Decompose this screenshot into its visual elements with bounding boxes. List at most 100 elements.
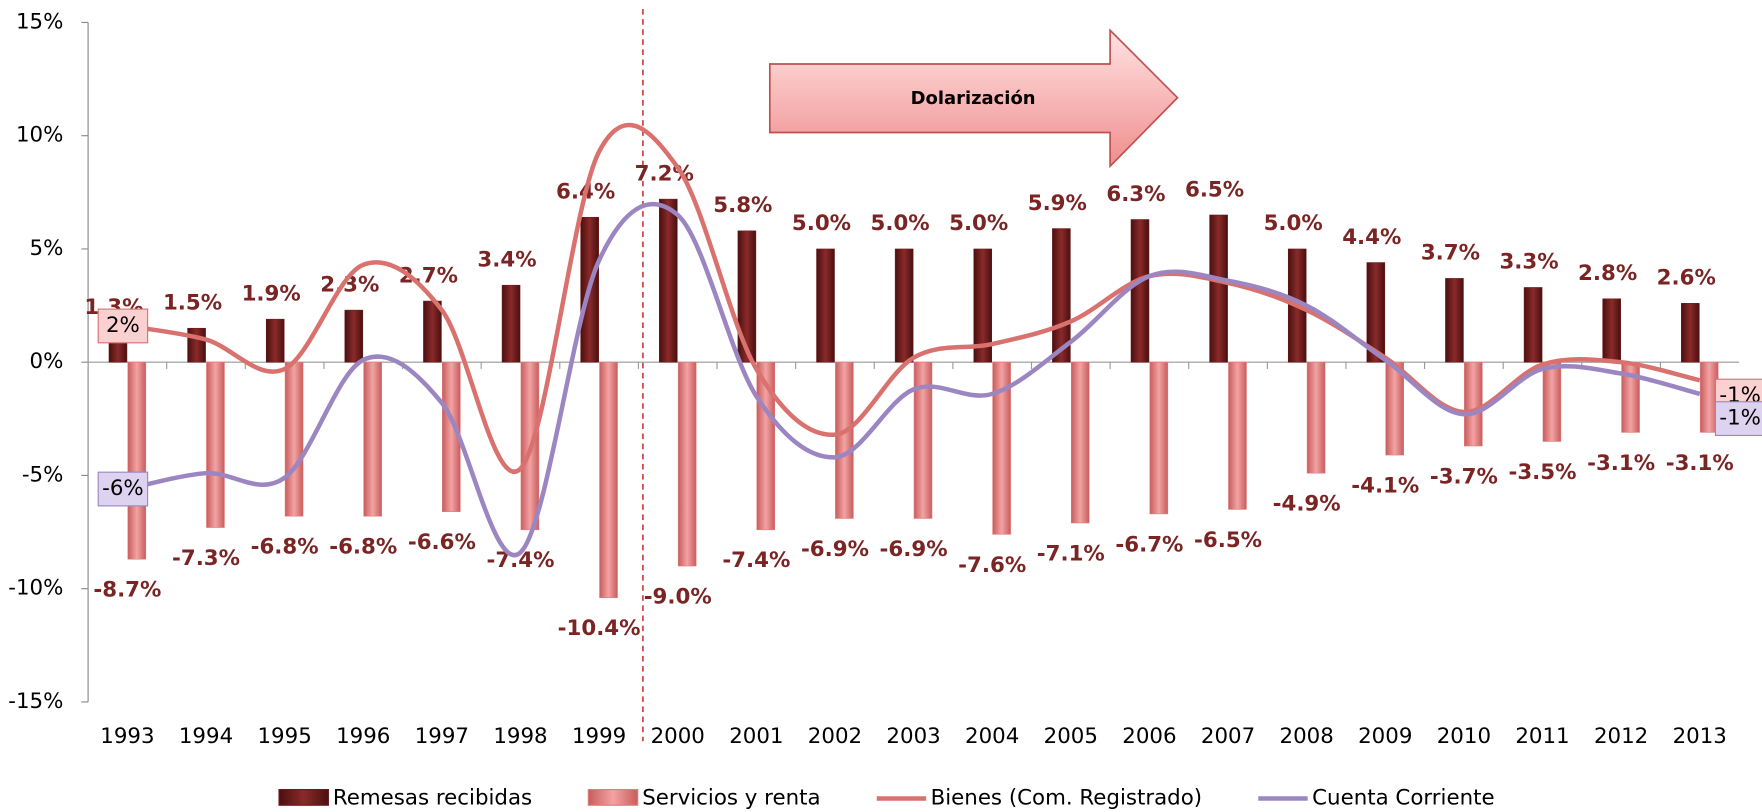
data-label: 6.3%: [1106, 182, 1165, 207]
data-label: 2%: [106, 313, 140, 338]
x-tick-label: 2002: [808, 724, 862, 749]
bar: [285, 362, 303, 516]
x-tick-label: 1995: [257, 724, 311, 749]
data-label: 6.5%: [1185, 177, 1244, 202]
data-label: 5.0%: [792, 211, 851, 236]
bar: [1464, 362, 1482, 446]
chart: Dolarización -15%-10%-5%0%5%10%15%199319…: [0, 0, 1762, 812]
data-label: 3.3%: [1499, 250, 1558, 275]
bar: [1681, 303, 1699, 362]
x-tick-label: 2005: [1044, 724, 1098, 749]
data-label: -6.9%: [880, 537, 948, 562]
data-label: -10.4%: [558, 616, 641, 641]
data-label: -6.9%: [801, 537, 869, 562]
x-tick-label: 2000: [651, 724, 705, 749]
data-label: 2.8%: [1578, 261, 1637, 286]
x-tick-label: 1997: [415, 724, 469, 749]
data-label: -3.1%: [1587, 451, 1655, 476]
x-tick-label: 2004: [965, 724, 1019, 749]
data-label: -7.3%: [172, 546, 240, 571]
data-label: 5.0%: [949, 211, 1008, 236]
legend-label: Cuenta Corriente: [1312, 786, 1494, 811]
bar: [206, 362, 224, 527]
y-tick-label: -15%: [8, 689, 63, 714]
data-label: -6.5%: [1194, 528, 1262, 553]
bar: [1603, 299, 1621, 362]
bar: [600, 362, 618, 598]
line: [127, 125, 1699, 472]
legend-swatch: [588, 790, 637, 806]
x-tick-label: 2001: [729, 724, 783, 749]
x-tick-label: 2013: [1673, 724, 1727, 749]
data-label: -7.4%: [722, 548, 790, 573]
bar: [128, 362, 146, 559]
bar: [1150, 362, 1168, 514]
bar: [1228, 362, 1246, 509]
legend-label: Bienes (Com. Registrado): [931, 786, 1202, 811]
y-tick-label: 0%: [30, 349, 64, 374]
x-tick-label: 2008: [1280, 724, 1334, 749]
data-label: 1.9%: [242, 281, 301, 306]
bar: [364, 362, 382, 516]
y-tick-label: -10%: [8, 576, 63, 601]
bar: [1445, 278, 1463, 362]
x-tick-label: 2006: [1122, 724, 1176, 749]
y-tick-label: 10%: [16, 123, 63, 148]
bar: [188, 328, 206, 362]
x-tick-label: 2007: [1201, 724, 1255, 749]
x-tick-label: 1998: [493, 724, 547, 749]
data-label: -7.6%: [958, 553, 1026, 578]
bar: [738, 231, 756, 362]
data-label: -3.7%: [1430, 464, 1498, 489]
data-label: -6%: [102, 476, 144, 501]
x-tick-label: 1994: [179, 724, 233, 749]
page: {"chart_data":{"type":"bar-line","annota…: [0, 0, 1762, 812]
data-label: -6.8%: [329, 535, 397, 560]
y-tick-label: 15%: [16, 9, 63, 34]
bar: [345, 310, 363, 362]
bar: [1386, 362, 1404, 455]
bar: [423, 301, 441, 362]
data-label: -7.1%: [1037, 541, 1105, 566]
x-tick-label: 2011: [1515, 724, 1569, 749]
bar: [502, 285, 520, 362]
legend-swatch: [279, 790, 328, 806]
bar: [817, 249, 835, 362]
bar: [1543, 362, 1561, 441]
bar: [1524, 287, 1542, 362]
data-label: -4.1%: [1351, 474, 1419, 499]
y-tick-label: 5%: [30, 236, 64, 261]
x-tick-label: 2010: [1437, 724, 1491, 749]
data-label: 5.0%: [871, 211, 930, 236]
bar: [895, 249, 913, 362]
legend-label: Remesas recibidas: [333, 786, 532, 811]
bar: [1307, 362, 1325, 473]
y-tick-label: -5%: [22, 462, 64, 487]
data-label: -6.6%: [408, 530, 476, 555]
data-label: 4.4%: [1342, 225, 1401, 250]
data-label: -6.7%: [1115, 532, 1183, 557]
bar: [835, 362, 853, 518]
x-tick-label: 2009: [1358, 724, 1412, 749]
bar: [1071, 362, 1089, 523]
data-label: 5.8%: [713, 193, 772, 218]
data-label: 3.7%: [1421, 241, 1480, 266]
bar: [659, 199, 677, 362]
data-label: 3.4%: [477, 247, 536, 272]
bar: [678, 362, 696, 566]
data-label: -8.7%: [93, 578, 161, 603]
data-label: -3.1%: [1666, 451, 1734, 476]
data-label: -9.0%: [644, 584, 712, 609]
x-tick-label: 2003: [886, 724, 940, 749]
data-label: -3.5%: [1508, 460, 1576, 485]
bar: [1210, 215, 1228, 362]
x-tick-label: 1996: [336, 724, 390, 749]
x-tick-label: 1999: [572, 724, 626, 749]
data-label: 1.5%: [163, 291, 222, 316]
bar: [266, 319, 284, 362]
data-label: 5.0%: [1264, 211, 1323, 236]
data-label: -1%: [1719, 406, 1761, 431]
annotation: Dolarización: [911, 88, 1036, 109]
data-label: -6.8%: [251, 535, 319, 560]
data-label: -4.9%: [1273, 492, 1341, 517]
